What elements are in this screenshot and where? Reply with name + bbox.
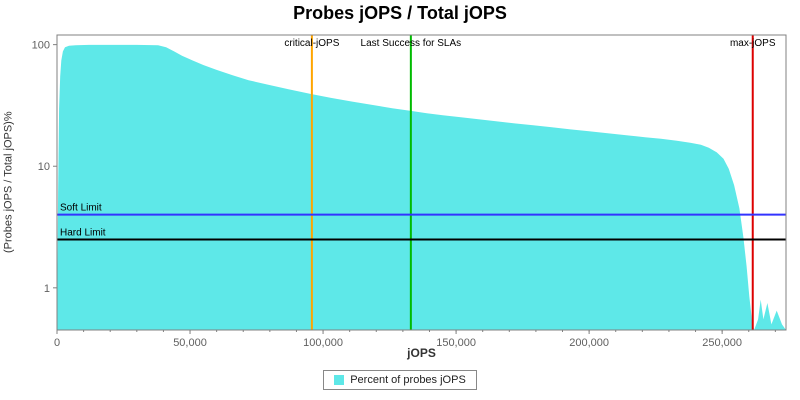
chart-title: Probes jOPS / Total jOPS <box>293 3 507 23</box>
horizontal-marker-label: Hard Limit <box>60 227 106 238</box>
y-tick-label: 100 <box>32 40 50 52</box>
legend: Percent of probes jOPS <box>0 370 800 390</box>
chart-plot: critical-jOPS Last Success for SLAs max-jO… <box>32 34 787 349</box>
legend-box: Percent of probes jOPS <box>323 370 477 390</box>
legend-label: Percent of probes jOPS <box>350 374 466 386</box>
x-tick-label: 150,000 <box>436 337 476 349</box>
x-tick-label: 100,000 <box>303 337 343 349</box>
plot-border <box>56 34 787 331</box>
x-axis-label: jOPS <box>407 346 436 360</box>
vertical-marker-label: Last Success for SLAs <box>361 38 462 49</box>
x-tick-label: 200,000 <box>569 337 609 349</box>
vertical-marker-label: critical-jOPS <box>284 38 339 49</box>
x-tick-label: 50,000 <box>173 337 207 349</box>
legend-swatch <box>334 375 345 385</box>
y-tick-label: 1 <box>44 283 50 295</box>
x-tick-label: 250,000 <box>702 337 742 349</box>
x-tick-label: 0 <box>54 337 60 349</box>
area-series <box>57 44 786 331</box>
y-tick-label: 10 <box>38 161 50 173</box>
vertical-marker-label: max-jOPS <box>730 38 776 49</box>
horizontal-marker-label: Soft Limit <box>60 203 102 214</box>
